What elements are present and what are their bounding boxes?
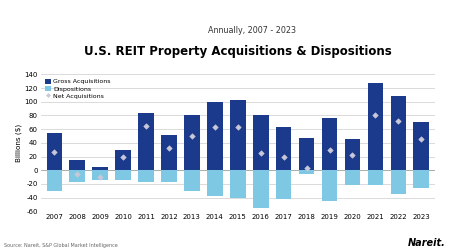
Bar bbox=[92, 170, 108, 180]
Bar bbox=[368, 83, 383, 170]
Point bbox=[74, 172, 81, 175]
Text: Nareit.: Nareit. bbox=[408, 238, 446, 248]
Bar bbox=[161, 170, 177, 182]
Bar bbox=[69, 170, 85, 182]
Bar bbox=[46, 170, 62, 191]
Bar bbox=[345, 170, 360, 185]
Bar bbox=[161, 135, 177, 170]
Title: U.S. REIT Property Acquisitions & Dispositions: U.S. REIT Property Acquisitions & Dispos… bbox=[84, 45, 391, 58]
Point bbox=[418, 137, 425, 141]
Point bbox=[349, 153, 356, 157]
Point bbox=[51, 150, 58, 154]
Bar bbox=[368, 170, 383, 185]
Point bbox=[280, 154, 287, 158]
Text: Annually, 2007 - 2023: Annually, 2007 - 2023 bbox=[208, 26, 296, 35]
Bar bbox=[276, 127, 292, 170]
Bar bbox=[299, 170, 315, 173]
Point bbox=[188, 134, 195, 138]
Bar bbox=[46, 132, 62, 170]
Bar bbox=[92, 167, 108, 170]
Bar bbox=[414, 122, 429, 170]
Bar bbox=[276, 170, 292, 199]
Bar bbox=[414, 170, 429, 188]
Bar bbox=[115, 170, 131, 180]
Bar bbox=[322, 118, 338, 170]
Bar bbox=[115, 150, 131, 170]
Point bbox=[234, 125, 241, 129]
Point bbox=[395, 119, 402, 123]
Bar bbox=[299, 138, 315, 170]
Point bbox=[303, 166, 310, 170]
Bar bbox=[207, 102, 223, 170]
Bar bbox=[253, 170, 269, 208]
Bar bbox=[345, 140, 360, 170]
Point bbox=[372, 114, 379, 117]
Bar bbox=[230, 100, 246, 170]
Bar bbox=[69, 160, 85, 170]
Point bbox=[257, 151, 264, 155]
Point bbox=[143, 124, 150, 128]
Bar bbox=[253, 116, 269, 170]
Point bbox=[166, 146, 173, 150]
Bar bbox=[391, 96, 406, 170]
Bar bbox=[138, 170, 154, 182]
Bar bbox=[322, 170, 338, 201]
Legend: Gross Acquisitions, Dispositions, Net Acquisitions: Gross Acquisitions, Dispositions, Net Ac… bbox=[44, 78, 112, 100]
Bar bbox=[138, 114, 154, 170]
Bar bbox=[184, 115, 200, 170]
Point bbox=[211, 125, 218, 129]
Point bbox=[97, 175, 104, 179]
Point bbox=[120, 155, 127, 159]
Bar bbox=[184, 170, 200, 191]
Bar bbox=[391, 170, 406, 194]
Text: Source: Nareit, S&P Global Market Intelligence: Source: Nareit, S&P Global Market Intell… bbox=[4, 242, 118, 248]
Bar bbox=[207, 170, 223, 196]
Y-axis label: Billions ($): Billions ($) bbox=[15, 124, 22, 162]
Point bbox=[326, 148, 333, 152]
Bar bbox=[230, 170, 246, 198]
